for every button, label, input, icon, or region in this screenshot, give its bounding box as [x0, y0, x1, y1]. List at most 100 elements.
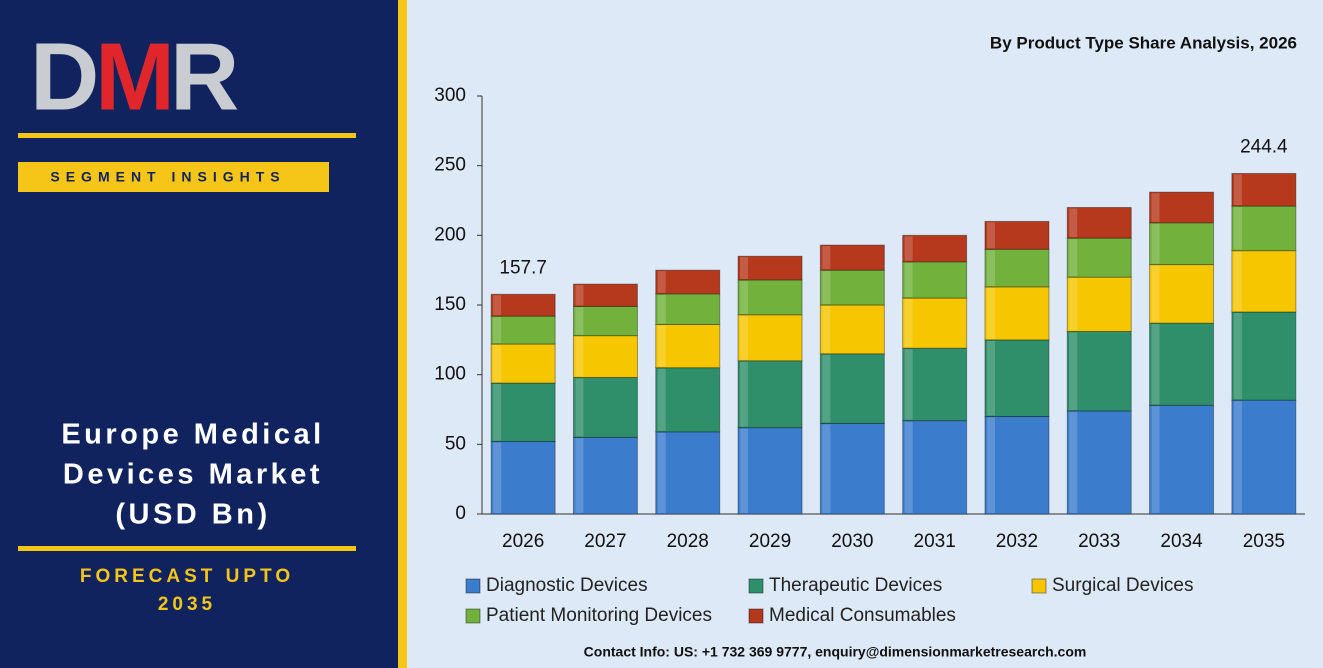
divider	[398, 0, 407, 668]
x-tick-label: 2026	[502, 531, 544, 552]
bar-highlight	[1233, 174, 1242, 206]
bar-segment	[1231, 172, 1297, 207]
bar-segment	[819, 269, 885, 306]
bar-highlight	[1151, 324, 1160, 405]
y-tick-label: 100	[434, 364, 466, 385]
bar-highlight	[575, 307, 584, 335]
bar-highlight	[1069, 208, 1078, 238]
bar-segment	[737, 427, 803, 515]
bar-highlight	[986, 287, 995, 339]
bar-segment	[1149, 322, 1215, 406]
panel-title: (USD Bn)	[115, 499, 270, 531]
x-tick-label: 2034	[1160, 531, 1203, 552]
bar-segment	[655, 431, 721, 515]
y-tick-label: 50	[445, 433, 466, 454]
bar-highlight	[1233, 207, 1242, 250]
bar-segment	[902, 234, 968, 263]
bar-segment	[1231, 399, 1297, 515]
bar-highlight	[986, 250, 995, 286]
bar-highlight	[1233, 312, 1242, 400]
bar-segment	[572, 335, 638, 378]
x-tick-label: 2028	[667, 531, 709, 552]
panel-title: Devices Market	[63, 459, 323, 491]
bar-segment	[737, 360, 803, 429]
legend-swatch	[748, 578, 764, 594]
bar-highlight	[740, 315, 749, 360]
bar-highlight	[822, 424, 831, 513]
bar-highlight	[575, 285, 584, 306]
legend-label: Medical Consumables	[769, 605, 956, 626]
legend-swatch	[465, 608, 481, 624]
legend-label: Patient Monitoring Devices	[486, 605, 712, 626]
x-tick-label: 2031	[914, 531, 956, 552]
bar-segment	[819, 304, 885, 355]
bar-highlight	[575, 438, 584, 513]
bar-highlight	[575, 378, 584, 437]
bar-highlight	[657, 271, 666, 293]
bar-highlight	[1069, 278, 1078, 331]
bar-highlight	[740, 257, 749, 279]
bar-highlight	[1151, 223, 1160, 264]
x-tick-label: 2033	[1078, 531, 1120, 552]
bar-highlight	[493, 345, 502, 383]
bar-highlight	[493, 295, 502, 316]
bar-segment	[902, 420, 968, 515]
bar-highlight	[740, 428, 749, 513]
bar-segment	[1066, 206, 1132, 239]
bar-segment	[984, 248, 1050, 288]
bar-segment	[1231, 250, 1297, 313]
bar-highlight	[986, 222, 995, 249]
x-tick-label: 2027	[584, 531, 626, 552]
bar-segment	[1066, 276, 1132, 332]
badge	[18, 162, 329, 192]
legend-swatch	[1031, 578, 1047, 594]
chart-title: By Product Type Share Analysis, 2026	[990, 33, 1297, 52]
legend-swatch	[465, 578, 481, 594]
bar-highlight	[1151, 265, 1160, 323]
legend-swatch	[748, 608, 764, 624]
bar-segment	[572, 283, 638, 307]
y-tick-label: 200	[434, 224, 466, 245]
bar-highlight	[904, 299, 913, 348]
bar-highlight	[1151, 406, 1160, 513]
bar-segment	[655, 293, 721, 326]
bar-segment	[902, 297, 968, 349]
bar-highlight	[904, 421, 913, 513]
legend-label: Surgical Devices	[1052, 575, 1194, 596]
bar-highlight	[493, 384, 502, 441]
bar-highlight	[822, 306, 831, 353]
bar-highlight	[904, 262, 913, 298]
bar-segment	[1149, 222, 1215, 266]
bar-segment	[572, 376, 638, 438]
bar-highlight	[1233, 401, 1242, 513]
contact: Contact Info: US: +1 732 369 9777, enqui…	[584, 644, 1087, 660]
bar-segment	[737, 255, 803, 281]
bar-segment	[572, 305, 638, 337]
panel-title: Europe Medical	[61, 419, 324, 451]
bar-segment	[819, 244, 885, 271]
bar-highlight	[575, 336, 584, 377]
bar-highlight	[986, 340, 995, 416]
bar-segment	[984, 415, 1050, 515]
bar-highlight	[657, 294, 666, 324]
x-tick-label: 2030	[831, 531, 873, 552]
badge-text: SEGMENT INSIGHTS	[50, 169, 285, 185]
bar-segment	[655, 269, 721, 295]
logo-m: M	[95, 23, 175, 130]
bar-highlight	[657, 325, 666, 367]
bar-segment	[655, 367, 721, 433]
y-tick-label: 150	[434, 294, 466, 315]
bar-segment	[984, 220, 1050, 250]
y-tick-label: 300	[434, 85, 466, 106]
legend-label: Diagnostic Devices	[486, 575, 648, 596]
bar-segment	[1149, 191, 1215, 224]
bar-segment	[490, 293, 556, 317]
total-label: 157.7	[499, 257, 547, 278]
logo-d: D	[30, 23, 99, 130]
rule	[18, 133, 356, 138]
side-panel	[0, 0, 398, 668]
bar-highlight	[904, 236, 913, 261]
bar-highlight	[986, 417, 995, 513]
bar-highlight	[1151, 193, 1160, 222]
